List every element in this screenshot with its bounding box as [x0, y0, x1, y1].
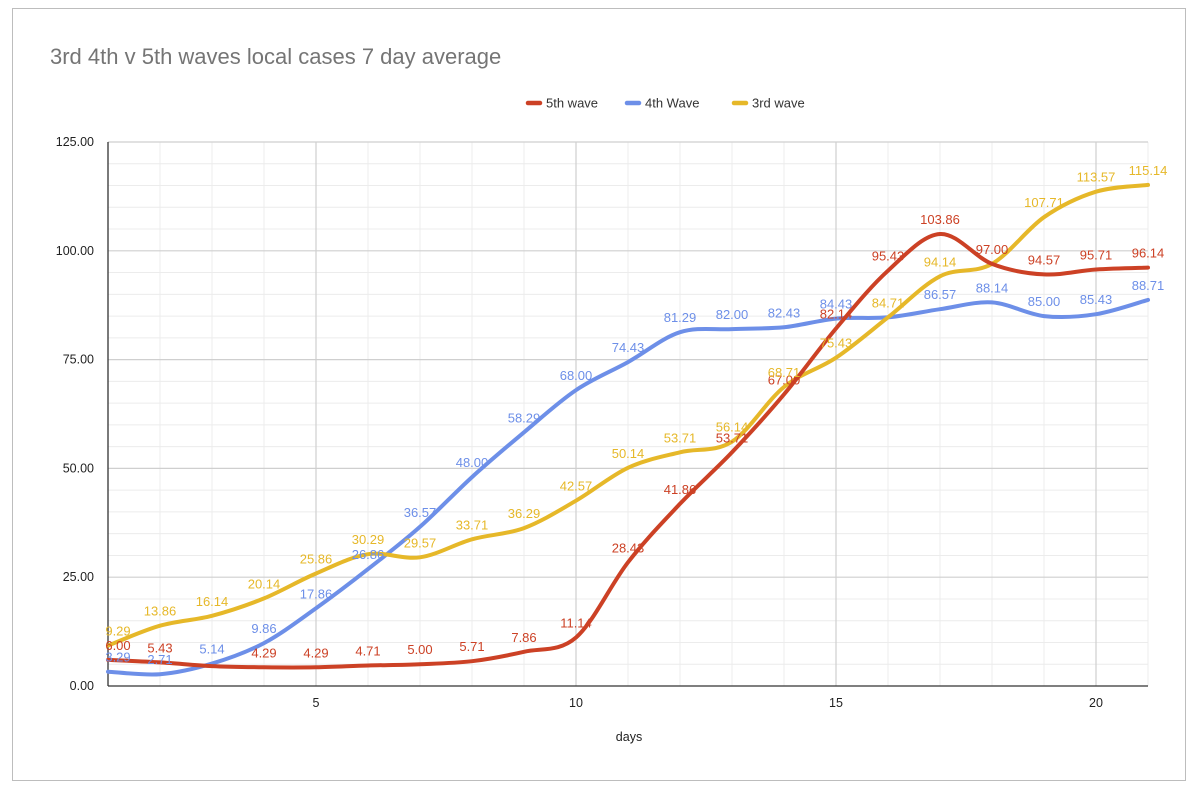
data-label-5th-wave: 11.14: [560, 616, 592, 631]
data-label-4th-wave: 26.86: [352, 547, 385, 562]
y-tick-label: 100.00: [56, 244, 94, 258]
data-label-5th-wave: 5.71: [459, 639, 484, 654]
y-tick-label: 25.00: [63, 570, 94, 584]
data-label-4th-wave: 82.43: [768, 305, 801, 320]
data-label-3rd-wave: 56.14: [716, 420, 749, 435]
data-label-3rd-wave: 16.14: [196, 594, 229, 609]
series-line-5th-wave: [106, 232, 1150, 670]
x-axis-ticks: 5 10 15 20: [313, 696, 1103, 710]
data-label-5th-wave: 5.00: [407, 642, 432, 657]
data-label-3rd-wave: 9.29: [105, 624, 130, 639]
series-line-3rd-wave: [106, 182, 1150, 648]
data-label-3rd-wave: 33.71: [456, 517, 489, 532]
chart-frame: [12, 8, 1186, 781]
data-label-4th-wave: 84.43: [820, 297, 853, 312]
data-label-3rd-wave: 20.14: [248, 576, 281, 591]
data-label-4th-wave: 36.57: [404, 505, 437, 520]
data-label-5th-wave: 7.86: [511, 630, 536, 645]
data-label-4th-wave: 3.29: [105, 650, 130, 665]
x-tick-label: 15: [829, 696, 843, 710]
data-label-4th-wave: 2.71: [147, 652, 172, 667]
data-label-3rd-wave: 68.71: [768, 365, 801, 380]
y-tick-label: 125.00: [56, 135, 94, 149]
data-label-5th-wave: 6.00: [105, 638, 130, 653]
y-tick-label: 75.00: [63, 353, 94, 367]
data-label-4th-wave: 86.57: [924, 287, 957, 302]
data-label-4th-wave: 88.71: [1132, 278, 1165, 293]
data-labels: 6.00 5.43 4.29 4.29 4.71 5.00 5.71 7.86 11.14 28.…: [105, 163, 1167, 667]
data-label-5th-wave: 67.00: [768, 372, 801, 387]
data-label-5th-wave: 82.14: [820, 307, 853, 322]
data-label-5th-wave: 4.29: [251, 645, 276, 660]
data-label-5th-wave: 95.71: [1080, 247, 1113, 262]
minor-gridlines: [108, 142, 1149, 686]
data-label-4th-wave: 81.29: [664, 310, 697, 325]
data-label-5th-wave: 4.71: [355, 644, 380, 659]
data-label-3rd-wave: 30.29: [352, 532, 385, 547]
data-label-5th-wave: 41.86: [664, 482, 697, 497]
chart-title: 3rd 4th v 5th waves local cases 7 day av…: [50, 44, 502, 69]
data-label-3rd-wave: 75.43: [820, 336, 853, 351]
data-label-5th-wave: 95.43: [872, 249, 905, 264]
major-gridlines: [108, 141, 1148, 686]
x-axis-label: days: [616, 730, 642, 744]
data-label-3rd-wave: 29.57: [404, 535, 437, 550]
data-label-3rd-wave: 42.57: [560, 479, 593, 494]
data-label-4th-wave: 58.29: [508, 410, 541, 425]
series-line-4th-wave: [106, 297, 1150, 677]
data-label-4th-wave: 9.86: [251, 621, 276, 636]
x-tick-label: 5: [313, 696, 320, 710]
data-label-4th-wave: 17.86: [300, 586, 333, 601]
data-label-5th-wave: 5.43: [147, 640, 172, 655]
data-label-3rd-wave: 94.14: [924, 254, 957, 269]
data-label-5th-wave: 94.57: [1028, 252, 1061, 267]
data-label-3rd-wave: 13.86: [144, 604, 177, 619]
data-label-5th-wave: 103.86: [920, 212, 960, 227]
data-label-5th-wave: 97.00: [976, 242, 1009, 257]
data-label-4th-wave: 88.14: [976, 280, 1009, 295]
data-label-4th-wave: 48.00: [456, 455, 489, 470]
series-lines: [106, 182, 1150, 677]
y-tick-label: 50.00: [63, 461, 94, 475]
data-label-4th-wave: 82.00: [716, 307, 749, 322]
data-label-3rd-wave: 84.71: [872, 295, 905, 310]
y-axis-ticks: 0.00 25.00 50.00 75.00 100.00 125.00: [56, 135, 94, 693]
data-label-3rd-wave: 113.57: [1077, 170, 1116, 185]
data-label-4th-wave: 85.43: [1080, 292, 1113, 307]
y-tick-label: 0.00: [70, 679, 94, 693]
data-label-5th-wave: 4.29: [303, 645, 328, 660]
legend-label-3rd-wave: 3rd wave: [752, 96, 805, 111]
data-label-5th-wave: 96.14: [1132, 246, 1165, 261]
legend-label-5th-wave: 5th wave: [546, 96, 598, 111]
legend[interactable]: 5th wave 4th Wave 3rd wave: [525, 96, 805, 111]
data-label-4th-wave: 5.14: [199, 642, 224, 657]
legend-label-4th-wave: 4th Wave: [645, 96, 699, 111]
data-label-3rd-wave: 107.71: [1024, 195, 1064, 210]
data-label-3rd-wave: 115.14: [1129, 163, 1168, 178]
data-label-4th-wave: 74.43: [612, 340, 645, 355]
x-tick-label: 20: [1089, 696, 1103, 710]
data-label-3rd-wave: 53.71: [664, 430, 697, 445]
data-label-3rd-wave: 50.14: [612, 446, 645, 461]
data-label-5th-wave: 28.43: [612, 540, 645, 555]
data-label-4th-wave: 68.00: [560, 368, 593, 383]
data-label-3rd-wave: 25.86: [300, 551, 333, 566]
data-label-5th-wave: 53.71: [716, 430, 749, 445]
data-label-4th-wave: 85.00: [1028, 294, 1061, 309]
x-tick-label: 10: [569, 696, 583, 710]
axes: [107, 142, 1148, 687]
data-label-3rd-wave: 36.29: [508, 506, 541, 521]
